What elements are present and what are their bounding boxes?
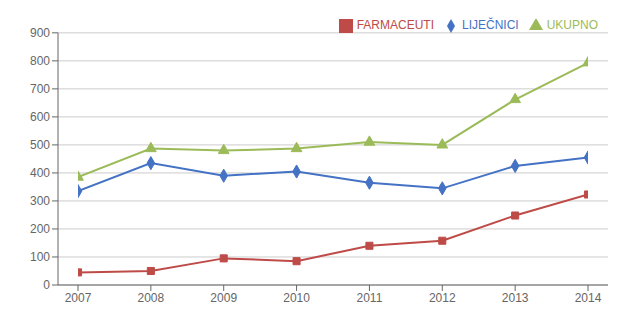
svg-text:2007: 2007 (65, 291, 92, 305)
svg-text:800: 800 (30, 54, 50, 68)
svg-text:100: 100 (30, 250, 50, 264)
svg-text:2010: 2010 (283, 291, 310, 305)
svg-text:400: 400 (30, 166, 50, 180)
svg-text:600: 600 (30, 110, 50, 124)
html-text:LIJEČNICI: LIJEČNICI (462, 18, 519, 32)
svg-text:300: 300 (30, 194, 50, 208)
html-text:FARMACEUTI: FARMACEUTI (356, 18, 434, 32)
svg-text:700: 700 (30, 82, 50, 96)
html-text:UKUPNO: UKUPNO (546, 18, 598, 32)
svg-text:2012: 2012 (429, 291, 456, 305)
svg-text:2009: 2009 (210, 291, 237, 305)
svg-text:900: 900 (30, 26, 50, 40)
svg-text:2008: 2008 (138, 291, 165, 305)
svg-text:2013: 2013 (502, 291, 529, 305)
svg-text:500: 500 (30, 138, 50, 152)
svg-text:2014: 2014 (575, 291, 602, 305)
svg-text:200: 200 (30, 222, 50, 236)
svg-text:2011: 2011 (357, 291, 383, 305)
svg-text:0: 0 (43, 278, 50, 292)
